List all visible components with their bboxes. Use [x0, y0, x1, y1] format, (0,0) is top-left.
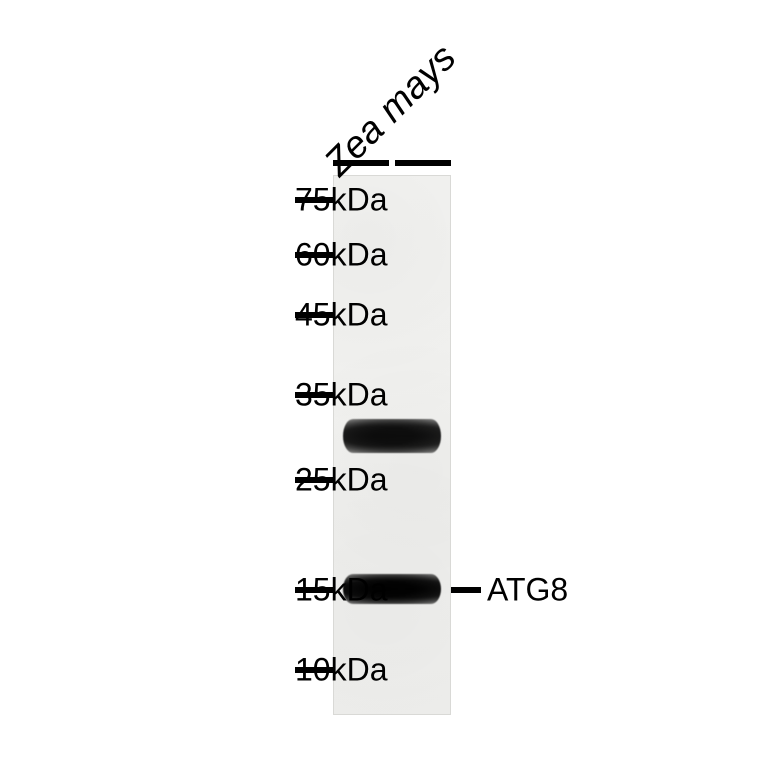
ladder-label: 25kDa: [295, 462, 301, 499]
ladder-label: 35kDa: [295, 377, 301, 414]
ladder-label: 45kDa: [295, 297, 301, 334]
sample-header-bar: [395, 160, 451, 166]
ladder-label: 10kDa: [295, 652, 301, 689]
annotation-label: ATG8: [487, 572, 568, 609]
annotation-tick: [451, 587, 481, 593]
blot-band: [343, 419, 440, 453]
ladder-label: 75kDa: [295, 182, 301, 219]
ladder-label: 60kDa: [295, 237, 301, 274]
ladder-label: 15kDa: [295, 572, 301, 609]
western-blot-figure: Zea mays ATG8 75kDa60kDa45kDa35kDa25kDa1…: [0, 0, 764, 764]
